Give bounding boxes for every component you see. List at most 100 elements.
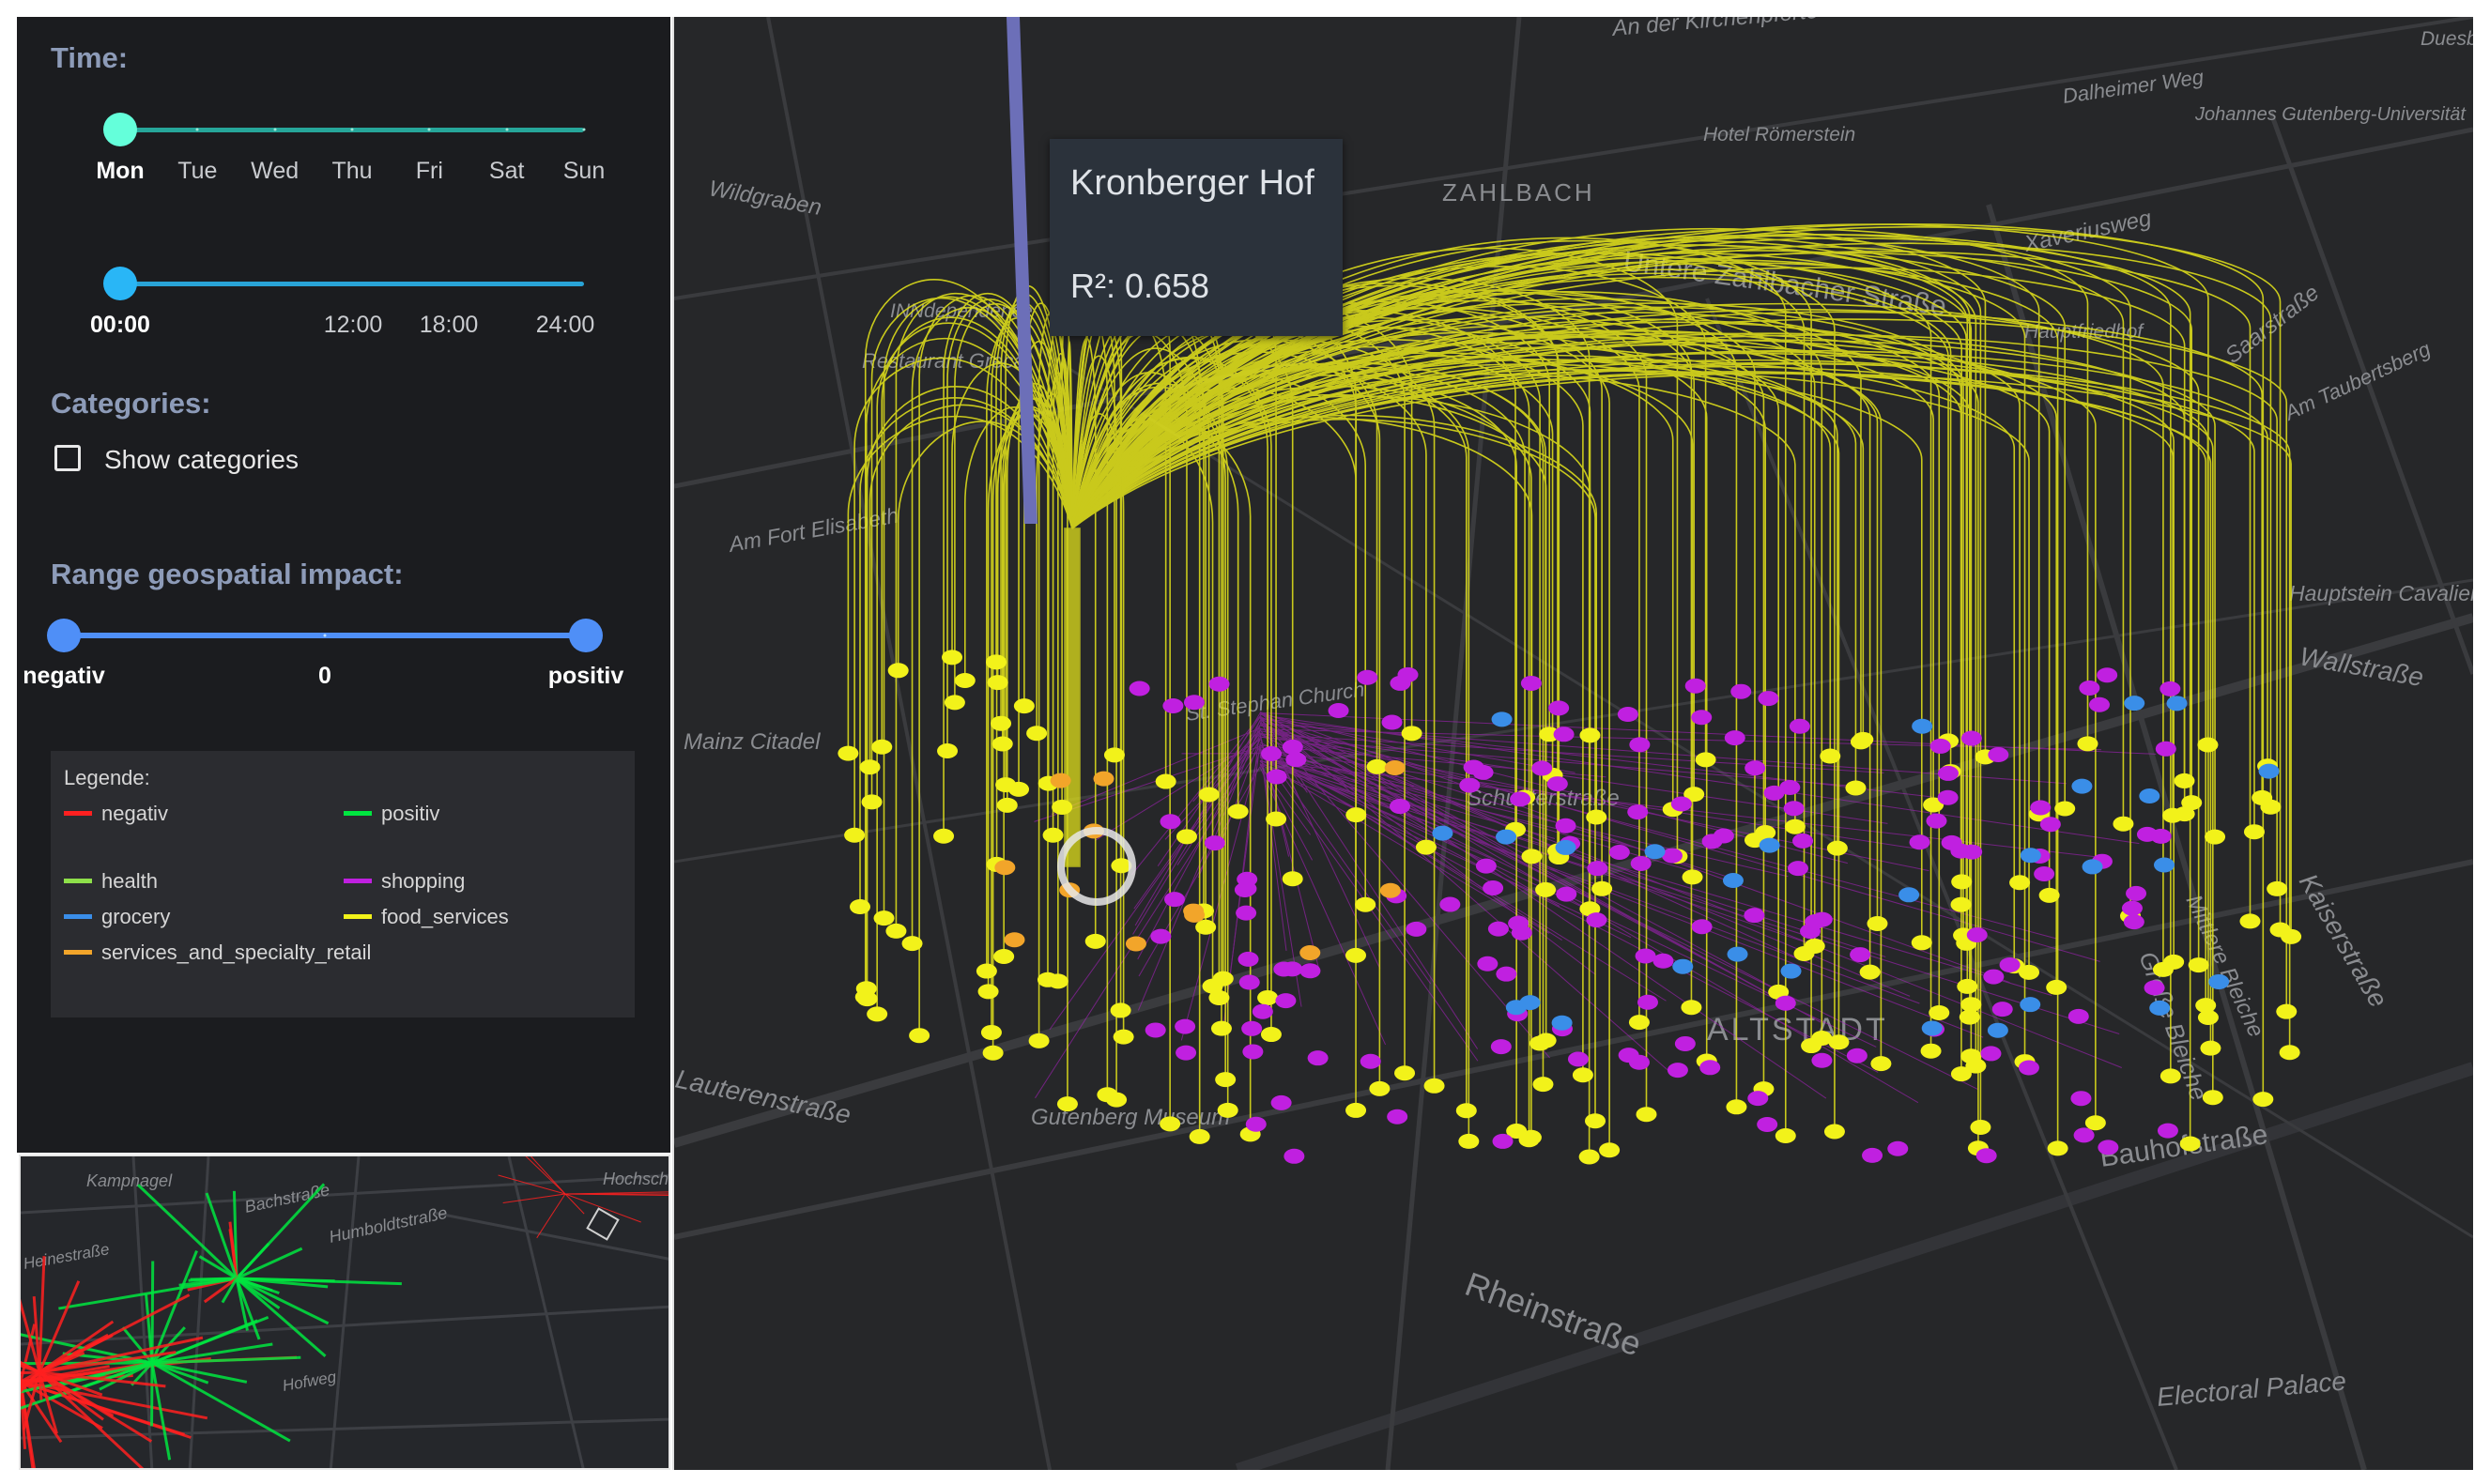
- food-services-point[interactable]: [871, 739, 893, 755]
- food-services-point[interactable]: [1257, 989, 1279, 1005]
- grocery-point[interactable]: [2208, 973, 2230, 989]
- grocery-point[interactable]: [2258, 763, 2280, 779]
- shopping-point[interactable]: [2126, 885, 2147, 901]
- shopping-point[interactable]: [1787, 861, 1808, 877]
- food-services-point[interactable]: [1828, 1034, 1850, 1050]
- food-services-point[interactable]: [1198, 787, 1220, 803]
- shopping-point[interactable]: [1176, 1045, 1197, 1061]
- shopping-point[interactable]: [1496, 966, 1517, 982]
- grocery-point[interactable]: [1727, 946, 1748, 962]
- shopping-point[interactable]: [1145, 1022, 1166, 1038]
- food-services-point[interactable]: [1957, 978, 1978, 994]
- food-services-point[interactable]: [1521, 849, 1543, 864]
- food-services-point[interactable]: [1282, 871, 1303, 887]
- food-services-point[interactable]: [844, 827, 866, 843]
- food-services-point[interactable]: [1578, 1149, 1600, 1165]
- food-services-point[interactable]: [1052, 799, 1073, 815]
- food-services-point[interactable]: [838, 745, 859, 761]
- food-services-point[interactable]: [1210, 1020, 1232, 1036]
- food-services-point[interactable]: [1415, 839, 1437, 855]
- food-services-point[interactable]: [1923, 797, 1944, 813]
- day-slider-knob[interactable]: [103, 113, 137, 146]
- shopping-point[interactable]: [1667, 1063, 1688, 1079]
- services-point[interactable]: [1299, 944, 1321, 960]
- minimap-viewport-marker[interactable]: [586, 1207, 620, 1241]
- shopping-point[interactable]: [2067, 1008, 2089, 1024]
- shopping-point[interactable]: [1937, 789, 1959, 805]
- food-services-point[interactable]: [1850, 734, 1871, 750]
- food-services-point[interactable]: [1628, 1015, 1650, 1031]
- shopping-point[interactable]: [1328, 703, 1349, 719]
- shopping-point[interactable]: [1520, 675, 1542, 691]
- shopping-point[interactable]: [1164, 892, 1186, 908]
- shopping-point[interactable]: [1242, 1044, 1264, 1060]
- food-services-point[interactable]: [873, 910, 895, 926]
- food-services-point[interactable]: [885, 923, 907, 939]
- shopping-point[interactable]: [1926, 813, 1947, 829]
- food-services-point[interactable]: [2038, 887, 2060, 903]
- shopping-point[interactable]: [1275, 993, 1297, 1009]
- food-services-point[interactable]: [2046, 979, 2067, 995]
- grocery-point[interactable]: [1759, 837, 1780, 853]
- food-services-point[interactable]: [1586, 809, 1607, 825]
- shopping-point[interactable]: [1283, 1148, 1305, 1164]
- shopping-point[interactable]: [1909, 834, 1930, 850]
- shopping-point[interactable]: [2039, 817, 2061, 833]
- range-slider-knob-high[interactable]: [569, 619, 603, 652]
- shopping-point[interactable]: [1237, 951, 1259, 967]
- shopping-point[interactable]: [2157, 1123, 2178, 1139]
- shopping-point[interactable]: [1285, 752, 1307, 768]
- food-services-point[interactable]: [991, 715, 1012, 731]
- shopping-point[interactable]: [1236, 905, 1257, 921]
- shopping-point[interactable]: [1999, 956, 2021, 972]
- shopping-point[interactable]: [1282, 739, 1303, 755]
- food-services-point[interactable]: [1870, 1056, 1892, 1072]
- shopping-point[interactable]: [1850, 947, 1871, 963]
- day-label-4[interactable]: Fri: [415, 158, 443, 184]
- food-services-point[interactable]: [996, 797, 1018, 813]
- shopping-point[interactable]: [1381, 714, 1403, 730]
- shopping-point[interactable]: [1744, 908, 1765, 924]
- hour-label-1[interactable]: 12:00: [323, 312, 383, 338]
- minimap-canvas[interactable]: Kampnagel Bachstraße Humboldtstraße Hoch…: [21, 1156, 670, 1470]
- food-services-point[interactable]: [2267, 880, 2288, 896]
- services-point[interactable]: [1183, 903, 1205, 919]
- food-services-point[interactable]: [1579, 727, 1601, 743]
- food-services-point[interactable]: [1845, 780, 1867, 796]
- shopping-point[interactable]: [1162, 697, 1184, 713]
- shopping-point[interactable]: [1811, 911, 1833, 927]
- food-services-point[interactable]: [1599, 1142, 1621, 1158]
- food-services-point[interactable]: [861, 794, 883, 810]
- food-services-point[interactable]: [942, 650, 963, 666]
- food-services-point[interactable]: [1755, 825, 1776, 841]
- shopping-point[interactable]: [1567, 1051, 1589, 1067]
- food-services-point[interactable]: [1535, 1033, 1557, 1048]
- food-services-point[interactable]: [1929, 1004, 1950, 1020]
- food-services-point[interactable]: [1028, 1033, 1050, 1048]
- food-services-point[interactable]: [1826, 840, 1848, 856]
- shopping-point[interactable]: [1487, 921, 1509, 937]
- grocery-point[interactable]: [2020, 848, 2041, 864]
- shopping-point[interactable]: [1357, 669, 1378, 685]
- shopping-point[interactable]: [1397, 666, 1419, 682]
- food-services-point[interactable]: [1518, 1132, 1540, 1148]
- food-services-point[interactable]: [976, 963, 997, 979]
- shopping-point[interactable]: [1475, 858, 1497, 874]
- shopping-point[interactable]: [1747, 1091, 1769, 1107]
- food-services-point[interactable]: [1535, 881, 1557, 897]
- food-services-point[interactable]: [2188, 957, 2209, 973]
- food-services-point[interactable]: [933, 828, 955, 844]
- services-point[interactable]: [1004, 932, 1025, 948]
- food-services-point[interactable]: [2202, 1090, 2223, 1106]
- grocery-point[interactable]: [2124, 696, 2145, 711]
- grocery-point[interactable]: [2071, 778, 2093, 794]
- food-services-point[interactable]: [1811, 1031, 1833, 1047]
- shopping-point[interactable]: [1800, 924, 1821, 940]
- shopping-point[interactable]: [1779, 779, 1801, 795]
- food-services-point[interactable]: [2179, 1136, 2201, 1152]
- shopping-point[interactable]: [1608, 844, 1630, 860]
- food-services-point[interactable]: [1013, 698, 1035, 714]
- food-services-point[interactable]: [1768, 984, 1790, 1000]
- shopping-point[interactable]: [1511, 925, 1532, 941]
- grocery-point[interactable]: [1432, 825, 1453, 841]
